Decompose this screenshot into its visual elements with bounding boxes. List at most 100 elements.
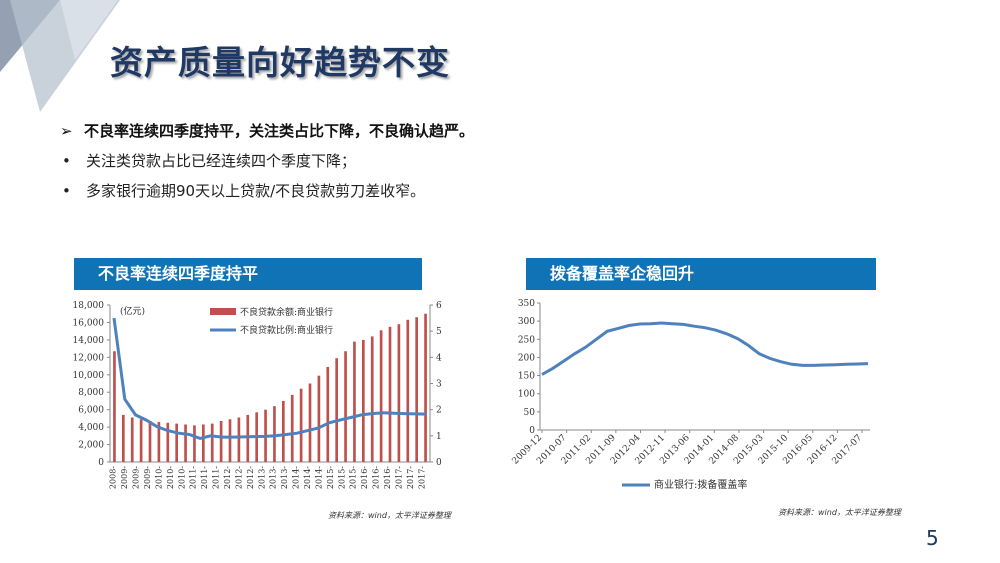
- legend-bar-label: 不良贷款余额:商业银行: [240, 306, 333, 318]
- left-tick-label: 8,000: [78, 388, 104, 398]
- x-tick-label: 2011-: [212, 466, 221, 489]
- right-tick-label: 4: [436, 353, 442, 363]
- x-tick-label: 2009-: [132, 466, 141, 489]
- npl-balance-bar: [326, 366, 330, 462]
- legend-line-label: 商业银行:拨备覆盖率: [654, 478, 747, 491]
- chart1-header: 不良率连续四季度持平: [74, 258, 422, 290]
- legend-bar-swatch: [210, 308, 236, 315]
- page-number: 5: [926, 526, 939, 550]
- arrow-bullet-icon: ➢: [60, 122, 73, 140]
- bullet-sub-2: • 多家银行逾期90天以上贷款/不良贷款剪刀差收窄。: [60, 180, 425, 201]
- x-tick-label: 2011-: [200, 466, 209, 489]
- x-tick-label: 2017-: [394, 466, 403, 489]
- page-title: 资产质量向好趋势不变: [110, 43, 450, 82]
- x-tick-label: 2016-: [360, 466, 369, 489]
- x-tick-label: 2012-: [223, 466, 232, 489]
- npl-balance-bar: [388, 326, 392, 462]
- x-tick-label: 2010-: [177, 466, 186, 489]
- npl-balance-bar: [415, 317, 418, 462]
- right-tick-label: 2: [436, 406, 442, 416]
- npl-balance-bar: [148, 421, 152, 462]
- bullet-text: 关注类贷款占比已经连续四个季度下降；: [86, 152, 357, 170]
- x-tick-label: 2015-: [349, 466, 358, 489]
- left-tick-label: 14,000: [73, 336, 105, 346]
- npl-balance-bar: [202, 424, 205, 462]
- bullet-main: ➢ 不良率连续四季度持平，关注类占比下降，不良确认趋严。: [60, 120, 474, 141]
- right-tick-label: 1: [436, 432, 442, 442]
- npl-balance-bar: [184, 424, 187, 462]
- chart2-header: 拨备覆盖率企稳回升: [526, 258, 876, 290]
- npl-balance-bar: [139, 419, 143, 462]
- x-tick-label: 2017-: [406, 466, 415, 489]
- coverage-chart: 0501001502002503003502009-122010-072011-…: [511, 299, 870, 491]
- left-tick-label: 10,000: [73, 371, 105, 381]
- npl-balance-bar: [113, 351, 116, 462]
- npl-balance-bar: [210, 423, 214, 462]
- x-tick-label: 2010-: [154, 466, 163, 489]
- y-tick-label: 350: [518, 299, 535, 309]
- y-tick-label: 100: [518, 390, 535, 400]
- npl-ratio-line: [112, 317, 427, 440]
- npl-balance-bar: [370, 336, 374, 462]
- npl-balance-bar: [228, 419, 232, 462]
- y-tick-label: 150: [518, 372, 535, 382]
- x-tick-label: 2016-: [383, 466, 392, 489]
- left-tick-label: 6,000: [78, 406, 104, 416]
- bullet-text: 多家银行逾期90天以上贷款/不良贷款剪刀差收窄。: [86, 182, 426, 200]
- npl-balance-bar: [175, 423, 178, 462]
- left-tick-label: 0: [98, 458, 104, 468]
- npl-balance-bar: [353, 341, 356, 462]
- left-tick-label: 16,000: [73, 318, 105, 328]
- npl-balance-bar: [290, 394, 294, 462]
- x-tick-label: 2009-: [143, 466, 152, 489]
- chart2-source: 资料来源：wind，太平洋证券整理: [778, 508, 901, 517]
- npl-balance-bar: [299, 388, 303, 462]
- coverage-ratio-line: [541, 321, 869, 376]
- x-tick-label: 2014-: [292, 466, 301, 489]
- x-tick-label: 2013-: [280, 466, 289, 489]
- npl-balance-bar: [166, 422, 170, 462]
- y-tick-label: 0: [529, 426, 535, 436]
- npl-chart: 0 2,000 4,000 6,000 8,000 10,000 12,000 14,000 1…: [73, 301, 443, 489]
- left-tick-label: 2,000: [78, 441, 104, 451]
- x-tick-label: 2014-: [303, 466, 312, 489]
- npl-balance-bar: [406, 319, 410, 462]
- x-tick-label: 2010-: [166, 466, 175, 489]
- x-tick-label: 2014-: [314, 466, 323, 489]
- npl-balance-bar: [379, 330, 383, 462]
- y-tick-label: 250: [518, 335, 535, 345]
- x-tick-label: 2008-: [109, 466, 118, 489]
- x-tick-label: 2012-: [234, 466, 243, 489]
- x-tick-label: 2013-: [257, 466, 266, 489]
- npl-balance-bar: [308, 383, 312, 462]
- y-tick-label: 200: [518, 353, 535, 363]
- npl-balance-bar: [193, 425, 196, 462]
- npl-balance-bar: [273, 406, 276, 462]
- dot-bullet-icon: •: [62, 182, 71, 200]
- x-tick-label: 2015-: [326, 466, 335, 489]
- x-tick-label: 2015-: [337, 466, 346, 489]
- chart1-source: 资料来源：wind，太平洋证券整理: [328, 511, 451, 520]
- npl-balance-bar: [282, 400, 285, 462]
- corner-decoration: [0, 0, 120, 112]
- left-tick-label: 12,000: [73, 353, 105, 363]
- left-tick-label: 18,000: [73, 301, 105, 311]
- right-tick-label: 3: [436, 380, 442, 390]
- npl-balance-bar: [246, 414, 250, 462]
- x-tick-label: 2011-: [189, 466, 198, 489]
- npl-balance-bar: [219, 421, 223, 462]
- npl-balance-bar: [344, 351, 347, 462]
- npl-balance-bar: [122, 414, 125, 462]
- right-tick-label: 0: [436, 458, 442, 468]
- left-tick-label: 4,000: [78, 423, 104, 433]
- npl-balance-bar: [130, 417, 134, 462]
- x-tick-label: 2012-: [246, 466, 255, 489]
- npl-balance-bar: [424, 313, 427, 462]
- npl-balance-bar: [157, 421, 161, 462]
- x-tick-label: 2009-: [120, 466, 129, 489]
- y-tick-label: 50: [524, 408, 536, 418]
- npl-balance-bar: [397, 324, 401, 462]
- right-tick-label: 6: [436, 301, 442, 311]
- x-tick-label: 2017-: [417, 466, 426, 489]
- right-tick-label: 5: [436, 327, 442, 337]
